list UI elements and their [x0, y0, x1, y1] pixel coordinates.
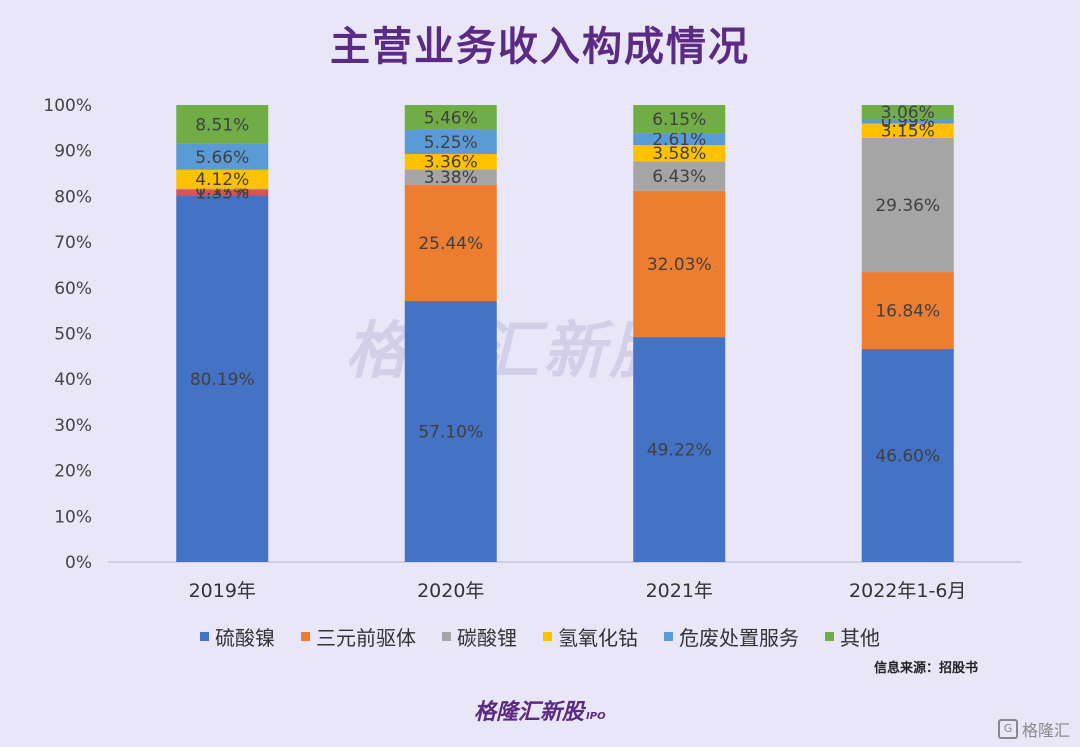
x-tick-label: 2019年 — [189, 580, 256, 602]
bar-segment — [404, 301, 497, 562]
bar-segment — [176, 195, 269, 563]
bar-segment — [633, 133, 726, 146]
bar-segment — [404, 169, 497, 185]
brand-text: 格隆汇新股 — [474, 700, 585, 725]
bar-segment — [404, 105, 497, 130]
legend-item: 危废处置服务 — [664, 622, 799, 651]
corner-logo-icon: G — [997, 719, 1018, 739]
bar-segment — [633, 337, 726, 562]
data-label: 80.19% — [190, 370, 255, 390]
bar-segment — [861, 123, 954, 138]
y-tick-label: 60% — [54, 279, 92, 299]
data-label: 16.84% — [875, 302, 940, 322]
data-label: 5.25% — [424, 133, 478, 153]
data-label: 8.51% — [195, 115, 249, 135]
data-label: 6.43% — [652, 167, 706, 187]
corner-logo-text: 格隆汇 — [1021, 721, 1070, 740]
bar-segment — [176, 188, 269, 190]
legend-item: 硫酸镍 — [200, 622, 275, 651]
y-tick-label: 80% — [54, 187, 92, 207]
y-tick-label: 20% — [54, 462, 92, 482]
y-tick-label: 90% — [54, 142, 92, 162]
x-tick-label: 2022年1-6月 — [849, 580, 966, 602]
legend-item: 碳酸锂 — [442, 622, 517, 651]
legend-swatch — [664, 632, 673, 641]
legend-item: 其他 — [825, 622, 880, 651]
data-label: 5.66% — [195, 148, 249, 168]
stacked-bar-chart: 0% 10% 20% 30% 40% 50% 60% 70% 80% 90% 100% 80.19% 1… — [43, 96, 1022, 602]
legend-label: 危废处置服务 — [679, 626, 799, 650]
legend-swatch — [200, 632, 209, 641]
data-label: 32.03% — [647, 255, 712, 275]
legend-swatch — [543, 632, 552, 641]
chart-legend: 硫酸镍 三元前驱体 碳酸锂 氢氧化钴 危废处置服务 其他 — [0, 622, 1080, 651]
bar-segment — [404, 184, 497, 302]
data-label: 49.22% — [647, 441, 712, 461]
watermark: 格隆汇新股 — [345, 314, 676, 387]
bar-segment — [404, 129, 497, 154]
legend-swatch — [301, 632, 310, 641]
data-label: 57.10% — [418, 423, 483, 443]
data-label: 46.60% — [875, 447, 940, 467]
bar-segment — [404, 153, 497, 170]
data-label: 25.44% — [418, 234, 483, 254]
bar-segment — [861, 349, 954, 562]
bar-segment — [176, 143, 269, 170]
legend-label: 氢氧化钴 — [558, 626, 638, 650]
legend-label: 三元前驱体 — [316, 626, 416, 650]
y-tick-label: 70% — [54, 233, 92, 253]
legend-label: 其他 — [840, 626, 880, 650]
y-tick-label: 50% — [54, 325, 92, 345]
data-label: 3.38% — [424, 168, 478, 188]
y-tick-label: 40% — [54, 370, 92, 390]
brand-logo: 格隆汇新股 IPO — [474, 694, 606, 726]
bar-segment — [861, 105, 954, 119]
legend-swatch — [442, 632, 451, 641]
data-label: 2.61% — [652, 130, 706, 150]
bar-segment — [633, 145, 726, 162]
data-label: 6.15% — [652, 110, 706, 130]
data-label: 4.12% — [195, 170, 249, 190]
data-label: 3.58% — [652, 144, 706, 164]
corner-logo: G 格隆汇 — [997, 717, 1070, 741]
y-tick-label: 10% — [54, 507, 92, 527]
legend-swatch — [825, 632, 834, 641]
bar-segment — [176, 105, 269, 144]
data-label: 3.15% — [881, 122, 935, 142]
y-tick-label: 0% — [65, 553, 92, 573]
data-label: 29.36% — [875, 196, 940, 216]
legend-item: 三元前驱体 — [301, 622, 416, 651]
x-tick-label: 2020年 — [417, 580, 484, 602]
legend-label: 硫酸镍 — [215, 626, 275, 650]
x-tick-label: 2021年 — [646, 580, 713, 602]
y-tick-label: 30% — [54, 416, 92, 436]
chart-title: 主营业务收入构成情况 — [330, 24, 750, 70]
legend-item: 氢氧化钴 — [543, 622, 638, 651]
data-label: 5.46% — [424, 108, 478, 128]
bar-segment — [861, 118, 954, 124]
y-tick-label: 100% — [43, 96, 92, 116]
legend-label: 碳酸锂 — [457, 626, 517, 650]
bar-segment — [633, 161, 726, 191]
bar-segment — [176, 189, 269, 196]
bar-segment — [861, 272, 954, 350]
data-label: 3.06% — [881, 103, 935, 123]
bar-segment — [861, 137, 954, 273]
bar-segment — [176, 169, 269, 189]
brand-sub: IPO — [586, 711, 606, 722]
source-note: 信息来源：招股书 — [873, 661, 978, 676]
bar-segment — [633, 105, 726, 134]
data-label: 3.36% — [424, 153, 478, 173]
bar-segment — [633, 190, 726, 338]
